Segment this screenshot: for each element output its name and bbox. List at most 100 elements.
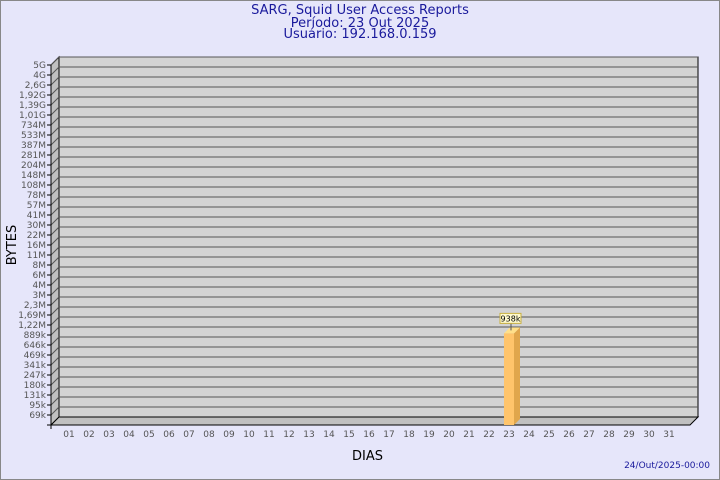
y-tick-label: 22M (27, 231, 46, 241)
gridline-side (50, 406, 60, 416)
y-tick-label: 4G (33, 71, 46, 81)
y-tick-label: 469k (24, 351, 47, 361)
gridline-side (50, 106, 60, 116)
data-label-box (499, 312, 522, 324)
gridline-side (50, 266, 60, 276)
x-tick-label: 29 (623, 430, 635, 440)
gridline-side (50, 76, 60, 86)
gridline-side (50, 136, 60, 146)
x-tick-label: 02 (83, 430, 94, 440)
gridline-side (50, 186, 60, 196)
gridline-side (50, 116, 60, 126)
x-tick-label: 27 (583, 430, 594, 440)
x-tick-label: 17 (383, 430, 394, 440)
x-tick-label: 10 (243, 430, 255, 440)
y-tick-label: 204M (21, 161, 46, 171)
y-tick-label: 1,39G (19, 101, 46, 111)
gridline-side (50, 246, 60, 256)
chart-period: Período: 23 Out 2025 (290, 16, 430, 31)
gridline-side (50, 126, 60, 136)
x-tick-label: 31 (663, 430, 674, 440)
gridline-side (50, 156, 60, 166)
y-tick-label: 57M (27, 201, 46, 211)
bar-23 (504, 333, 514, 425)
y-tick-label: 6M (33, 271, 47, 281)
gridline-side (50, 276, 60, 286)
x-axis-label: DIAS (352, 449, 383, 464)
gridline-side (50, 66, 60, 76)
y-tick-label: 646k (24, 341, 47, 351)
y-tick-label: 2,6G (25, 81, 46, 91)
y-tick-label: 889k (24, 331, 47, 341)
gridline-side (50, 226, 60, 236)
gridline-side (50, 376, 60, 386)
y-tick-label: 16M (27, 241, 46, 251)
x-tick-label: 04 (123, 430, 135, 440)
gridline-side (50, 306, 60, 316)
gridline-side (50, 296, 60, 306)
x-tick-label: 21 (463, 430, 474, 440)
gridline-side (50, 216, 60, 226)
y-tick-label: 1,01G (19, 111, 46, 121)
gridline-side (50, 196, 60, 206)
x-tick-label: 06 (163, 430, 175, 440)
chart-user: Usuário: 192.168.0.159 (283, 27, 437, 42)
x-tick-label: 25 (543, 430, 554, 440)
x-tick-label: 30 (643, 430, 655, 440)
generated-timestamp: 24/Out/2025-00:00 (624, 461, 710, 471)
y-tick-label: 533M (21, 131, 46, 141)
y-tick-label: 734M (21, 121, 46, 131)
x-tick-label: 09 (223, 430, 235, 440)
gridline-side (50, 96, 60, 106)
gridline-side (50, 356, 60, 366)
gridline-side (50, 286, 60, 296)
gridline-side (50, 236, 60, 246)
gridline-side (50, 386, 60, 396)
x-tick-label: 08 (203, 430, 215, 440)
y-tick-label: 281M (21, 151, 46, 161)
gridline-side (50, 336, 60, 346)
gridline-side (50, 346, 60, 356)
gridline-side (50, 396, 60, 406)
x-tick-label: 20 (443, 430, 455, 440)
x-tick-label: 14 (323, 430, 335, 440)
y-tick-label: 11M (27, 251, 46, 261)
x-tick-label: 22 (483, 430, 494, 440)
y-tick-label: 247k (24, 371, 47, 381)
y-tick-label: 180k (24, 381, 47, 391)
x-tick-label: 26 (563, 430, 575, 440)
y-tick-label: 131k (24, 391, 47, 401)
x-tick-label: 15 (343, 430, 354, 440)
x-tick-label: 05 (143, 430, 154, 440)
y-tick-label: 3M (33, 291, 47, 301)
x-tick-label: 16 (363, 430, 375, 440)
y-tick-label: 1,92G (19, 91, 46, 101)
y-tick-label: 148M (21, 171, 46, 181)
x-tick-label: 01 (63, 430, 74, 440)
gridline-side (50, 176, 60, 186)
gridline-side (50, 326, 60, 336)
gridline-side (50, 316, 60, 326)
chart-title: SARG, Squid User Access Reports (251, 3, 469, 18)
data-label: 938k (501, 314, 521, 323)
y-tick-label: 341k (24, 361, 47, 371)
gridline-side (50, 146, 60, 156)
y-tick-label: 2,3M (24, 301, 46, 311)
x-tick-label: 28 (603, 430, 615, 440)
y-tick-label: 1,69M (18, 311, 46, 321)
x-tick-label: 24 (523, 430, 535, 440)
y-tick-label: 8M (33, 261, 47, 271)
x-tick-label: 07 (183, 430, 194, 440)
gridline-side (50, 206, 60, 216)
x-tick-label: 23 (503, 430, 514, 440)
y-tick-label: 30M (27, 221, 46, 231)
y-tick-label: 387M (21, 141, 46, 151)
gridline-side (50, 166, 60, 176)
y-tick-label: 5G (33, 61, 46, 71)
gridline-side (50, 366, 60, 376)
x-tick-label: 11 (263, 430, 274, 440)
plot-floor (49, 416, 700, 426)
y-tick-label: 1,22M (18, 321, 46, 331)
x-tick-label: 19 (423, 430, 435, 440)
